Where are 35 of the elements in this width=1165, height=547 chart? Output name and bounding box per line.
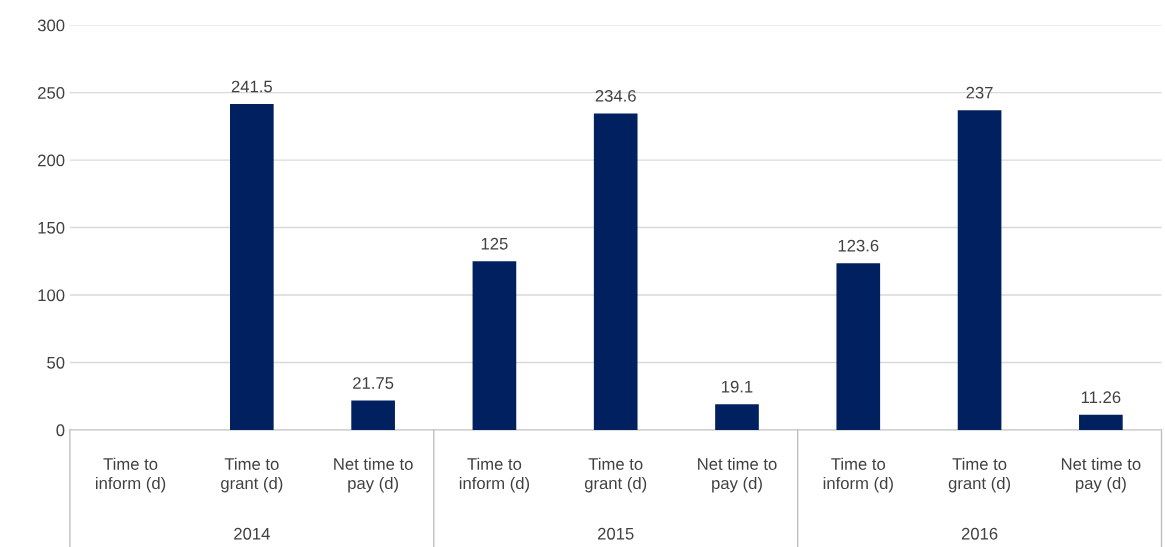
bar bbox=[593, 113, 638, 430]
data-label: 237 bbox=[966, 86, 993, 99]
x-tick-label: Time to grant (d) bbox=[584, 457, 647, 493]
y-tick-label: 300 bbox=[37, 19, 65, 32]
data-label: 123.6 bbox=[838, 239, 879, 252]
bar bbox=[1079, 414, 1123, 430]
x-tick-label: Net time to pay (d) bbox=[698, 457, 777, 493]
x-tick-label: Time to inform (d) bbox=[96, 457, 166, 493]
x-tick-label: Time to inform (d) bbox=[823, 457, 893, 493]
y-tick-label: 250 bbox=[38, 87, 65, 99]
text: 2014 bbox=[234, 527, 270, 540]
text: 2016 bbox=[961, 527, 998, 540]
x-tick-label: Time to grant (d) bbox=[948, 457, 1011, 493]
y-tick-label: 150 bbox=[38, 221, 65, 234]
text: 2015 bbox=[598, 527, 634, 540]
bar bbox=[472, 261, 517, 430]
bar bbox=[351, 400, 395, 430]
bar bbox=[957, 110, 1002, 430]
y-tick-label: 200 bbox=[38, 154, 65, 167]
x-tick-label: Net time to pay (d) bbox=[334, 457, 413, 493]
y-tick-label: 0 bbox=[56, 424, 65, 437]
bar bbox=[715, 404, 759, 430]
y-tick-label: 50 bbox=[47, 356, 65, 369]
bar bbox=[230, 104, 274, 430]
data-label: 234.6 bbox=[595, 89, 636, 102]
x-tick-label: Time to grant (d) bbox=[221, 457, 283, 493]
x-tick-label: Time to inform (d) bbox=[459, 457, 530, 493]
data-label: 11.26 bbox=[1081, 391, 1121, 404]
y-tick-label: 100 bbox=[38, 289, 65, 302]
data-label: 19.1 bbox=[722, 380, 753, 393]
data-label: 241.5 bbox=[231, 80, 272, 93]
bar bbox=[836, 263, 881, 430]
data-label: 21.75 bbox=[353, 377, 394, 389]
x-tick-label: Net time to pay (d) bbox=[1061, 457, 1141, 493]
data-label: 125 bbox=[481, 237, 508, 250]
